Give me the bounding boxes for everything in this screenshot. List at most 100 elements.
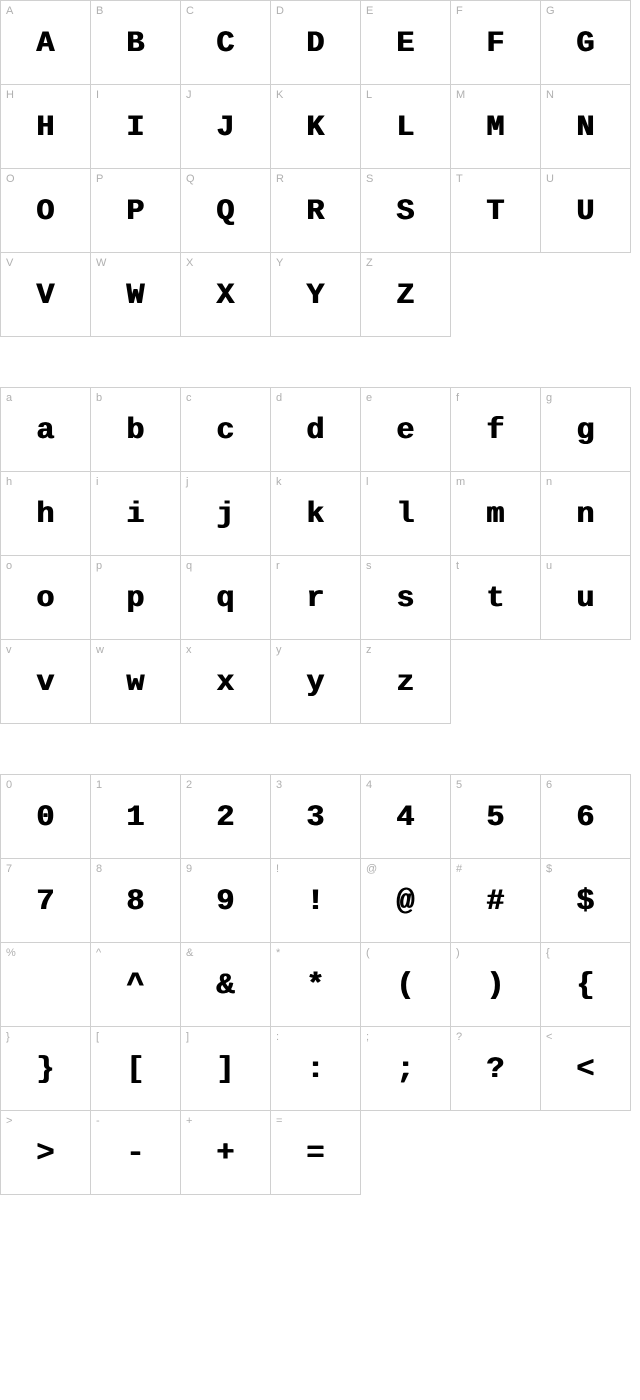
glyph-display: ? [486, 1055, 504, 1085]
glyph-cell: 77 [1, 859, 91, 943]
glyph-label: j [186, 476, 188, 488]
glyph-cell: kk [271, 472, 361, 556]
glyph-cell: MM [451, 85, 541, 169]
glyph-cell: ++ [181, 1111, 271, 1195]
glyph-cell: NN [541, 85, 631, 169]
glyph-cell: zz [361, 640, 451, 724]
glyph-display: h [36, 500, 54, 530]
glyph-cell: (( [361, 943, 451, 1027]
glyph-cell: QQ [181, 169, 271, 253]
glyph-display: ( [396, 971, 414, 1001]
glyph-display: B [126, 29, 144, 59]
glyph-display: C [216, 29, 234, 59]
glyph-cell: ll [361, 472, 451, 556]
glyph-cell: 33 [271, 775, 361, 859]
glyph-label: S [366, 173, 373, 185]
glyph-display: X [216, 281, 234, 311]
glyph-display: z [396, 668, 414, 698]
glyph-cell: tt [451, 556, 541, 640]
glyph-label: L [366, 89, 372, 101]
glyph-cell: ss [361, 556, 451, 640]
glyph-label: h [6, 476, 12, 488]
glyph-cell: xx [181, 640, 271, 724]
glyph-cell: 11 [91, 775, 181, 859]
glyph-display: 9 [216, 887, 234, 917]
glyph-label: P [96, 173, 103, 185]
glyph-label: 8 [96, 863, 102, 875]
glyph-display: j [216, 500, 234, 530]
glyph-label: l [366, 476, 368, 488]
glyph-display: E [396, 29, 414, 59]
glyph-cell: 00 [1, 775, 91, 859]
glyph-label: % [6, 947, 16, 959]
glyph-label: & [186, 947, 193, 959]
glyph-cell: :: [271, 1027, 361, 1111]
glyph-cell: == [271, 1111, 361, 1195]
glyph-display: e [396, 416, 414, 446]
glyph-cell: aa [1, 388, 91, 472]
glyph-cell: gg [541, 388, 631, 472]
glyph-display: 4 [396, 803, 414, 833]
glyph-cell: PP [91, 169, 181, 253]
glyph-label: 2 [186, 779, 192, 791]
glyph-cell: 44 [361, 775, 451, 859]
glyph-label: @ [366, 863, 377, 875]
glyph-display: b [126, 416, 144, 446]
glyph-cell: vv [1, 640, 91, 724]
glyph-cell: 66 [541, 775, 631, 859]
glyph-display: G [576, 29, 594, 59]
glyph-label: M [456, 89, 465, 101]
character-map-container: AABBCCDDEEFFGGHHIIJJKKLLMMNNOOPPQQRRSSTT… [0, 0, 640, 1195]
glyph-display: d [306, 416, 324, 446]
glyph-cell: ii [91, 472, 181, 556]
glyph-label: y [276, 644, 282, 656]
glyph-display: ) [486, 971, 504, 1001]
glyph-cell: jj [181, 472, 271, 556]
glyph-display: R [306, 197, 324, 227]
glyph-display: g [576, 416, 594, 446]
glyph-display: * [306, 971, 324, 1001]
glyph-cell: DD [271, 1, 361, 85]
glyph-display: > [36, 1139, 54, 1169]
glyph-display: # [486, 887, 504, 917]
glyph-cell: CC [181, 1, 271, 85]
glyph-cell: EE [361, 1, 451, 85]
glyph-label: n [546, 476, 552, 488]
glyph-cell: AA [1, 1, 91, 85]
glyph-cell: }} [1, 1027, 91, 1111]
glyph-cell: !! [271, 859, 361, 943]
glyph-label: + [186, 1115, 192, 1127]
glyph-label: U [546, 173, 554, 185]
glyph-cell: yy [271, 640, 361, 724]
glyph-display: u [576, 584, 594, 614]
glyph-display: x [216, 668, 234, 698]
glyph-display: I [126, 113, 144, 143]
glyph-label: m [456, 476, 465, 488]
glyph-label: Y [276, 257, 283, 269]
glyph-display: l [396, 500, 414, 530]
glyph-display: [ [126, 1055, 144, 1085]
glyph-label: O [6, 173, 15, 185]
glyph-label: Z [366, 257, 373, 269]
glyph-cell: UU [541, 169, 631, 253]
glyph-display: w [126, 668, 144, 698]
glyph-label: [ [96, 1031, 99, 1043]
glyph-cell: @@ [361, 859, 451, 943]
glyph-cell: nn [541, 472, 631, 556]
glyph-label: N [546, 89, 554, 101]
glyph-cell: && [181, 943, 271, 1027]
glyph-display: S [396, 197, 414, 227]
glyph-cell: qq [181, 556, 271, 640]
glyph-cell: FF [451, 1, 541, 85]
glyph-label: 9 [186, 863, 192, 875]
glyph-display: Q [216, 197, 234, 227]
glyph-cell: dd [271, 388, 361, 472]
glyph-label: v [6, 644, 12, 656]
glyph-display: & [216, 971, 234, 1001]
glyph-display: { [576, 971, 594, 1001]
glyph-display: t [486, 584, 504, 614]
glyph-label: ! [276, 863, 279, 875]
glyph-display: V [36, 281, 54, 311]
glyph-display: s [396, 584, 414, 614]
glyph-cell: ** [271, 943, 361, 1027]
